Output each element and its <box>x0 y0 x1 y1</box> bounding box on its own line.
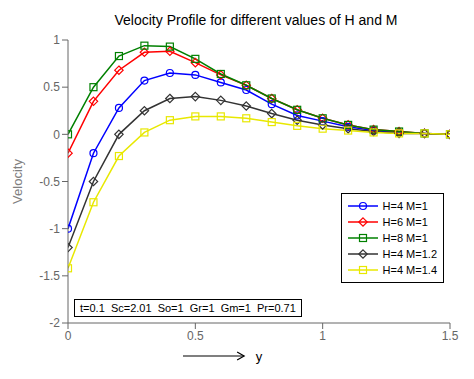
svg-text:1.5: 1.5 <box>442 329 459 343</box>
svg-text:1: 1 <box>319 329 326 343</box>
svg-text:Velocity: Velocity <box>10 159 25 204</box>
svg-text:0: 0 <box>65 329 72 343</box>
html-text:t=0.1 Sc=2.01 So=1 Gr=1 Gm=1 P: t=0.1 Sc=2.01 So=1 Gr=1 Gm=1 Pr=0.71 <box>80 302 296 314</box>
svg-text:-1: -1 <box>49 222 60 236</box>
html-text:H=4 M=1.4: H=4 M=1.4 <box>382 264 437 276</box>
svg-text:0.5: 0.5 <box>43 80 60 94</box>
svg-text:-1.5: -1.5 <box>39 269 60 283</box>
html-text:H=8 M=1: H=8 M=1 <box>382 232 428 244</box>
html-text:Velocity Profile for different: Velocity Profile for different values of… <box>114 12 398 28</box>
svg-text:-0.5: -0.5 <box>39 175 60 189</box>
html-text:H=4 M=1: H=4 M=1 <box>382 200 428 212</box>
svg-text:0.5: 0.5 <box>187 329 204 343</box>
svg-text:-2: -2 <box>49 316 60 330</box>
html-text:H=4 M=1.2: H=4 M=1.2 <box>382 248 437 260</box>
html-text:y: y <box>255 348 263 364</box>
svg-text:1: 1 <box>53 33 60 47</box>
html-text:H=6 M=1: H=6 M=1 <box>382 216 428 228</box>
svg-text:0: 0 <box>53 128 60 142</box>
